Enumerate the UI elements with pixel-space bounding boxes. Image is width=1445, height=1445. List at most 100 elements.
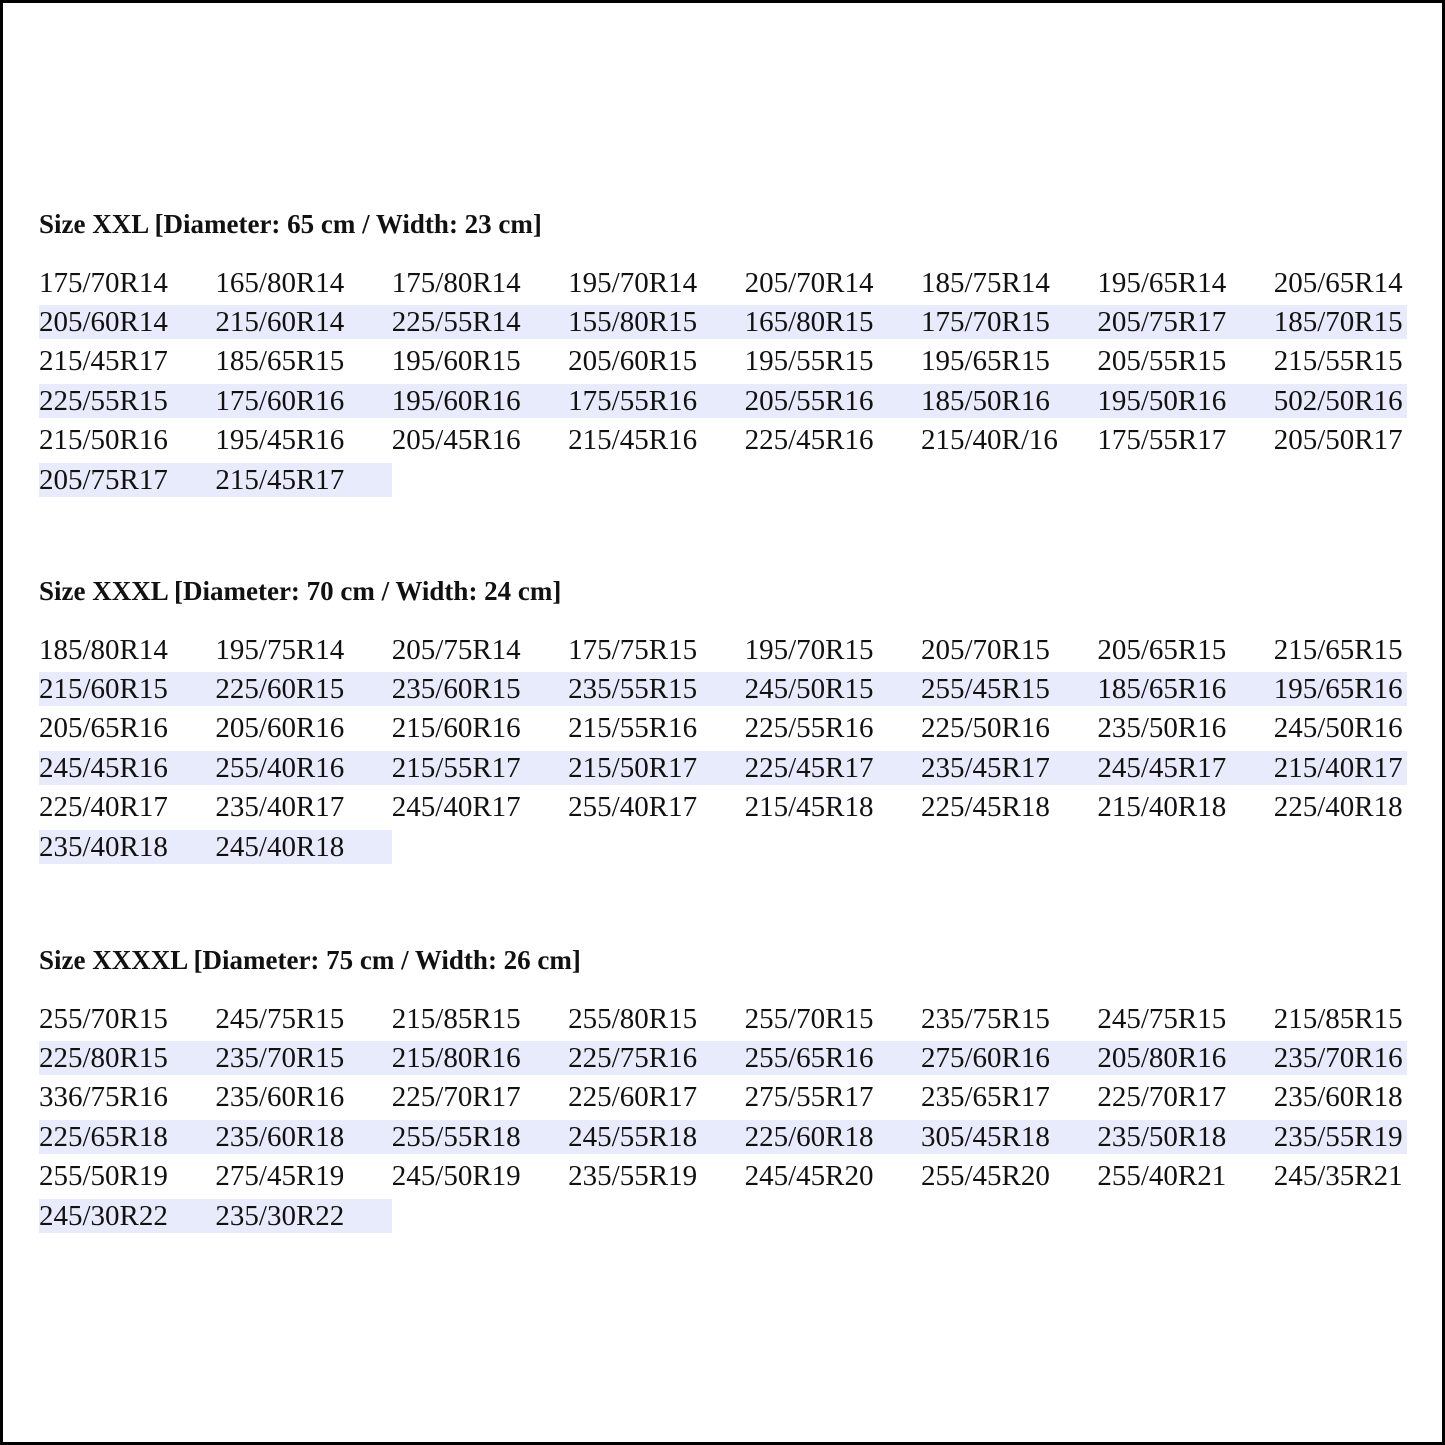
- tire-size-cell: 235/75R15: [920, 1002, 1050, 1035]
- tire-size-cell: 215/45R16: [568, 424, 698, 457]
- tire-size-cell: 245/50R15: [744, 672, 921, 707]
- tire-size-cell: 175/60R16: [215, 383, 392, 418]
- tire-size-cell: 225/40R17: [39, 791, 168, 824]
- tire-size-cell: 225/45R17: [744, 750, 921, 785]
- tire-size-cell: 255/65R16: [744, 1041, 921, 1076]
- tire-size-grid: 255/70R15 245/75R15 215/85R15 255/80R15 255/…: [39, 999, 1419, 1235]
- tire-size-cell: 275/60R16: [920, 1041, 1098, 1076]
- tire-size-cell: 175/55R16: [568, 383, 745, 418]
- tire-size-cell: 235/60R18: [1273, 1081, 1403, 1114]
- tire-size-cell: 205/60R14: [39, 305, 216, 340]
- tire-size-cell: 205/80R16: [1097, 1041, 1274, 1076]
- tire-size-cell: 235/60R15: [391, 672, 569, 707]
- section-title: Size XXXL [Diameter: 70 cm / Width: 24 c…: [39, 576, 562, 606]
- tire-size-cell: 235/30R22: [215, 1198, 392, 1233]
- tire-size-cell: 195/70R14: [568, 266, 698, 299]
- tire-size-cell: 225/55R16: [744, 712, 874, 745]
- tire-size-cell: 215/60R15: [39, 672, 216, 707]
- tire-size-cell: 255/45R20: [920, 1160, 1050, 1193]
- tire-size-cell: 215/65R15: [1273, 633, 1403, 666]
- tire-size-cell: 205/60R16: [215, 712, 345, 745]
- tire-size-cell: 225/50R16: [920, 712, 1050, 745]
- tire-size-cell: 235/55R19: [1273, 1119, 1407, 1154]
- tire-size-cell: 225/75R16: [568, 1041, 745, 1076]
- tire-size-cell: 336/75R16: [39, 1081, 168, 1114]
- tire-size-cell: 205/65R14: [1273, 266, 1403, 299]
- tire-size-cell: 195/50R16: [1097, 383, 1274, 418]
- tire-size-cell: 195/65R15: [920, 345, 1050, 378]
- tire-size-cell: 205/65R16: [39, 712, 168, 745]
- tire-size-cell: 205/55R16: [744, 383, 921, 418]
- tire-size-cell: 215/55R15: [1273, 345, 1403, 378]
- tire-size-cell: 155/80R15: [568, 305, 745, 340]
- tire-size-cell: 195/60R15: [391, 345, 521, 378]
- tire-size-cell: 245/55R18: [568, 1119, 745, 1154]
- tire-size-cell: 225/45R18: [920, 791, 1050, 824]
- tire-size-cell: 205/50R17: [1273, 424, 1403, 457]
- tire-size-cell: 215/40R18: [1097, 791, 1227, 824]
- tire-size-cell: 195/60R16: [391, 383, 569, 418]
- tire-size-grid: 185/80R14 195/75R14 205/75R14 175/75R15 195/…: [39, 630, 1419, 866]
- tire-size-cell: 215/50R17: [568, 750, 745, 785]
- tire-size-cell: 245/50R16: [1273, 712, 1403, 745]
- tire-size-cell: 255/40R21: [1097, 1160, 1227, 1193]
- section-xxxxl: Size XXXXL [Diameter: 75 cm / Width: 26 …: [39, 943, 1419, 1235]
- tire-size-cell: 185/75R14: [920, 266, 1050, 299]
- tire-size-cell: 245/45R20: [744, 1160, 874, 1193]
- section-xxl: Size XXL [Diameter: 65 cm / Width: 23 cm…: [39, 207, 1419, 499]
- tire-size-cell: 235/55R19: [568, 1160, 698, 1193]
- tire-size-cell: 225/55R14: [391, 305, 569, 340]
- tire-size-cell: 502/50R16: [1273, 383, 1407, 418]
- tire-size-cell: 225/60R15: [215, 672, 392, 707]
- tire-size-cell: 235/70R15: [215, 1041, 392, 1076]
- tire-size-cell: 225/60R17: [568, 1081, 698, 1114]
- tire-size-cell: 245/45R16: [39, 750, 216, 785]
- tire-size-cell: 245/45R17: [1097, 750, 1274, 785]
- tire-size-cell: 275/55R17: [744, 1081, 874, 1114]
- tire-size-cell: 175/55R17: [1097, 424, 1227, 457]
- tire-size-cell: 165/80R15: [744, 305, 921, 340]
- tire-size-cell: 235/65R17: [920, 1081, 1050, 1114]
- tire-size-cell: 215/40R17: [1273, 750, 1407, 785]
- tire-size-cell: 305/45R18: [920, 1119, 1098, 1154]
- tire-size-cell: 225/70R17: [391, 1081, 521, 1114]
- tire-size-cell: 215/60R14: [215, 305, 392, 340]
- tire-size-cell: 235/45R17: [920, 750, 1098, 785]
- tire-size-cell: 235/40R18: [39, 829, 216, 864]
- tire-size-cell: 225/65R18: [39, 1119, 216, 1154]
- tire-size-cell: 205/75R17: [1097, 305, 1274, 340]
- tire-size-cell: 185/50R16: [920, 383, 1098, 418]
- tire-size-cell: 205/70R14: [744, 266, 874, 299]
- tire-size-cell: 225/45R16: [744, 424, 874, 457]
- tire-size-cell: 235/50R18: [1097, 1119, 1274, 1154]
- tire-size-cell: 195/65R14: [1097, 266, 1227, 299]
- tire-size-cell: 215/45R17: [215, 462, 392, 497]
- tire-size-cell: 205/45R16: [391, 424, 521, 457]
- tire-size-cell: 245/75R15: [215, 1002, 345, 1035]
- tire-size-cell: 245/75R15: [1097, 1002, 1227, 1035]
- tire-size-cell: 225/70R17: [1097, 1081, 1227, 1114]
- tire-size-cell: 255/80R15: [568, 1002, 698, 1035]
- tire-size-cell: 185/80R14: [39, 633, 168, 666]
- tire-size-cell: 175/70R15: [920, 305, 1098, 340]
- tire-size-cell: 235/55R15: [568, 672, 745, 707]
- tire-size-cell: 225/60R18: [744, 1119, 921, 1154]
- tire-size-cell: 195/65R16: [1273, 672, 1407, 707]
- tire-size-cell: 185/65R15: [215, 345, 345, 378]
- tire-size-cell: 175/70R14: [39, 266, 168, 299]
- tire-size-cell: 235/60R18: [215, 1119, 392, 1154]
- tire-size-cell: 255/40R16: [215, 750, 392, 785]
- tire-size-cell: 195/75R14: [215, 633, 345, 666]
- tire-size-cell: 195/45R16: [215, 424, 345, 457]
- tire-size-grid: 175/70R14 165/80R14 175/80R14 195/70R14 205/…: [39, 263, 1419, 499]
- tire-size-cell: 245/40R18: [215, 829, 392, 864]
- section-xxxl: Size XXXL [Diameter: 70 cm / Width: 24 c…: [39, 574, 1419, 866]
- tire-size-cell: 205/75R14: [391, 633, 521, 666]
- tire-size-cell: 215/60R16: [391, 712, 521, 745]
- tire-size-cell: 215/50R16: [39, 424, 168, 457]
- tire-size-cell: 215/40R/16: [920, 424, 1058, 457]
- tire-size-cell: 215/45R18: [744, 791, 874, 824]
- tire-size-cell: 235/50R16: [1097, 712, 1227, 745]
- tire-size-cell: 275/45R19: [215, 1160, 345, 1193]
